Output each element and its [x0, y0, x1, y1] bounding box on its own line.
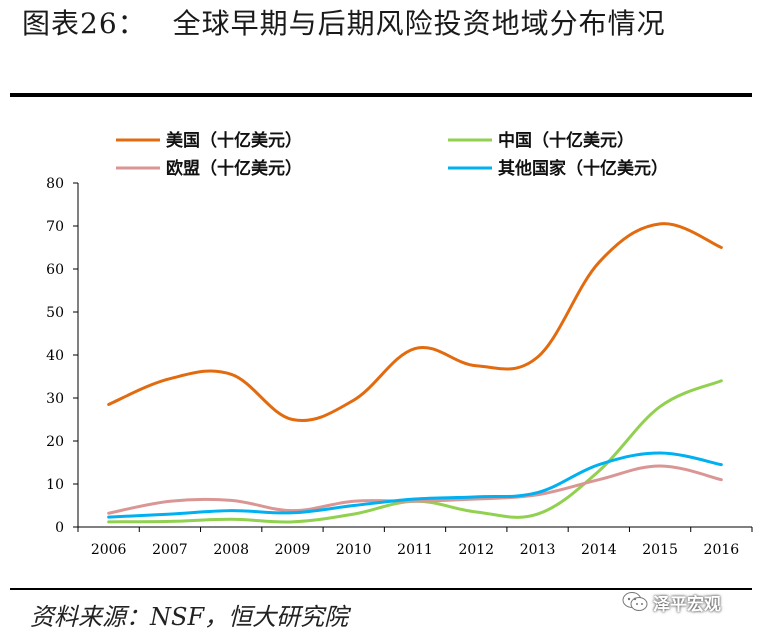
wechat-icon — [622, 591, 648, 613]
y-tick-label: 60 — [46, 262, 64, 278]
x-tick-label: 2015 — [642, 542, 678, 558]
source-note: 资料来源：NSF，恒大研究院 — [30, 597, 348, 632]
y-tick-label: 30 — [46, 391, 64, 407]
x-tick-label: 2013 — [520, 542, 556, 558]
legend-label: 美国（十亿美元） — [166, 130, 302, 151]
y-tick-label: 0 — [55, 520, 64, 536]
x-tick-label: 2014 — [581, 542, 617, 558]
legend-label: 中国（十亿美元） — [498, 130, 634, 151]
y-tick-label: 50 — [46, 305, 64, 321]
series-line-4 — [109, 453, 722, 517]
x-tick-label: 2011 — [397, 542, 433, 558]
x-tick-label: 2010 — [336, 542, 372, 558]
y-tick-label: 10 — [46, 477, 64, 493]
series-lines — [109, 224, 722, 522]
watermark: 泽平宏观 — [622, 587, 721, 617]
x-axis-tick-labels: 2006 2007 2008 2009 2010 2011 2012 2013 2014 2015… — [91, 542, 739, 558]
y-tick-label: 80 — [46, 176, 64, 192]
y-tick-label: 70 — [46, 219, 64, 235]
y-axis-tick-labels: 0 10 20 30 40 50 60 70 80 — [46, 176, 64, 536]
y-tick-label: 20 — [46, 434, 64, 450]
series-line-3 — [109, 466, 722, 513]
x-tick-label: 2008 — [213, 542, 249, 558]
legend-label: 欧盟（十亿美元） — [166, 158, 302, 179]
legend: 美国（十亿美元） 中国（十亿美元） 欧盟（十亿美元） 其他国家（十亿美元） — [116, 130, 668, 179]
x-tick-label: 2016 — [704, 542, 740, 558]
watermark-text: 泽平宏观 — [653, 590, 721, 615]
x-tick-label: 2006 — [91, 542, 127, 558]
x-tick-label: 2012 — [458, 542, 494, 558]
y-tick-label: 40 — [46, 348, 64, 364]
x-tick-label: 2007 — [152, 542, 188, 558]
x-tick-label: 2009 — [275, 542, 311, 558]
legend-label: 其他国家（十亿美元） — [498, 158, 668, 179]
axes — [73, 183, 752, 532]
series-line-1 — [109, 224, 722, 421]
